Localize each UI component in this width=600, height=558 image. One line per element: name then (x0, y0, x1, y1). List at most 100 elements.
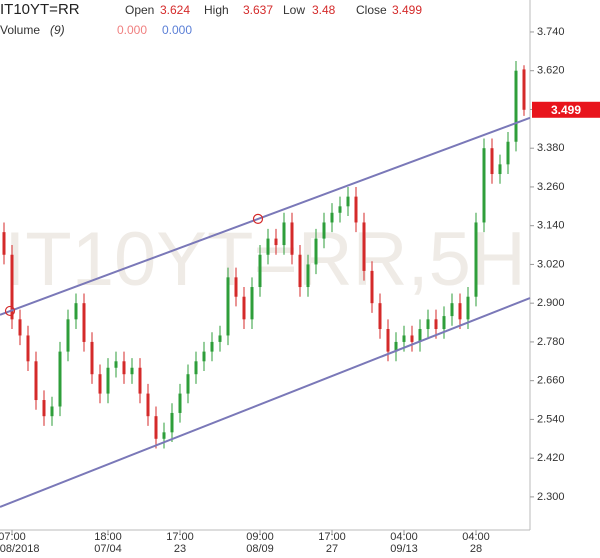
candle-body (330, 212, 334, 223)
field-value: 3.637 (243, 3, 273, 17)
x-tick-date: 06/08/2018 (0, 543, 40, 555)
volume-value: 0.000 (162, 23, 192, 37)
volume-label: Volume (0, 23, 40, 37)
candle-body (2, 232, 6, 255)
field-label: High (204, 3, 229, 17)
y-tick-label: 3.620 (537, 65, 565, 77)
candle-body (514, 70, 518, 142)
field-value: 3.499 (392, 3, 422, 17)
candle-body (18, 319, 22, 336)
candle-body (210, 341, 214, 352)
candle-body (522, 69, 526, 110)
candle-body (26, 335, 30, 362)
candle-body (282, 222, 286, 246)
y-tick-label: 2.420 (537, 452, 565, 464)
candle-body (354, 196, 358, 223)
candle-body (314, 238, 318, 265)
trend-line (0, 116, 531, 316)
y-tick-label: 3.380 (537, 142, 565, 154)
candle-body (386, 329, 390, 352)
x-tick-label: 04:00 (390, 531, 418, 543)
candle-body (50, 406, 54, 417)
candle-body (482, 148, 486, 223)
candle-body (178, 393, 182, 413)
candle-body (418, 329, 422, 342)
last-price-tag (532, 101, 600, 118)
candle-body (162, 432, 166, 439)
candle-body (410, 335, 414, 342)
candle-body (394, 341, 398, 352)
candle-body (234, 277, 238, 297)
y-tick-label: 3.020 (537, 258, 565, 270)
candle-body (10, 254, 14, 320)
candle-body (402, 335, 406, 342)
candle-body (146, 393, 150, 417)
candle-body (226, 277, 230, 336)
candle-body (442, 316, 446, 330)
candle-body (266, 238, 270, 255)
candle-body (498, 164, 502, 175)
candle-body (258, 254, 262, 288)
candle-body (170, 412, 174, 433)
field-label: Close (356, 3, 387, 17)
watermark: IT10YT=RR,5H (4, 217, 526, 302)
trend-anchor (4, 305, 16, 317)
candle-body (250, 287, 254, 320)
y-tick-label: 3.260 (537, 181, 565, 193)
field-value: 3.624 (160, 3, 190, 17)
candle-body (42, 400, 46, 417)
candle-body (274, 238, 278, 246)
y-tick-label: 2.780 (537, 336, 565, 348)
x-tick-date: 28 (470, 543, 482, 555)
candle-body (218, 335, 222, 342)
candle-body (490, 148, 494, 175)
field-label: Open (125, 3, 154, 17)
candle-body (154, 416, 158, 439)
candle-body (82, 303, 86, 342)
candle-body (370, 270, 374, 304)
trend-anchor (252, 213, 264, 225)
candle-body (138, 367, 142, 394)
y-tick-label: 3.140 (537, 220, 565, 232)
x-tick-label: 18:00 (94, 531, 122, 543)
candle-body (106, 367, 110, 394)
candle-body (202, 351, 206, 362)
x-tick-label: 09:00 (246, 531, 274, 543)
candle-body (426, 319, 430, 330)
candle-body (74, 303, 78, 320)
candle-body (346, 196, 350, 207)
candle-body (306, 264, 310, 288)
x-tick-date: 23 (174, 543, 186, 555)
x-tick-date: 07/04 (94, 543, 122, 555)
volume-value: 0.000 (117, 23, 147, 37)
field-label: Low (283, 3, 305, 17)
candle-body (466, 296, 470, 320)
y-tick-label: 2.300 (537, 491, 565, 503)
x-tick-label: 17:00 (166, 531, 194, 543)
trend-line (0, 297, 531, 508)
x-tick-date: 08/09 (246, 543, 274, 555)
candle-body (338, 206, 342, 213)
candle-body (122, 361, 126, 375)
candle-body (458, 303, 462, 320)
y-tick-label: 2.900 (537, 297, 565, 309)
y-tick-label: 2.540 (537, 413, 565, 425)
candle-body (322, 222, 326, 239)
candle-body (450, 303, 454, 317)
x-tick-label: 17:00 (318, 531, 346, 543)
candle-body (378, 303, 382, 330)
x-tick-label: 07:00 (0, 531, 26, 543)
x-tick-date: 09/13 (390, 543, 418, 555)
candle-body (66, 319, 70, 352)
candle-body (506, 141, 510, 165)
candle-body (98, 374, 102, 394)
field-value: 3.48 (312, 3, 336, 17)
candle-body (474, 222, 478, 297)
x-tick-date: 27 (326, 543, 338, 555)
candle-body (186, 374, 190, 394)
candle-body (58, 351, 62, 407)
x-tick-label: 04:00 (462, 531, 490, 543)
y-tick-label: 3.740 (537, 26, 565, 38)
candle-body (290, 222, 294, 255)
